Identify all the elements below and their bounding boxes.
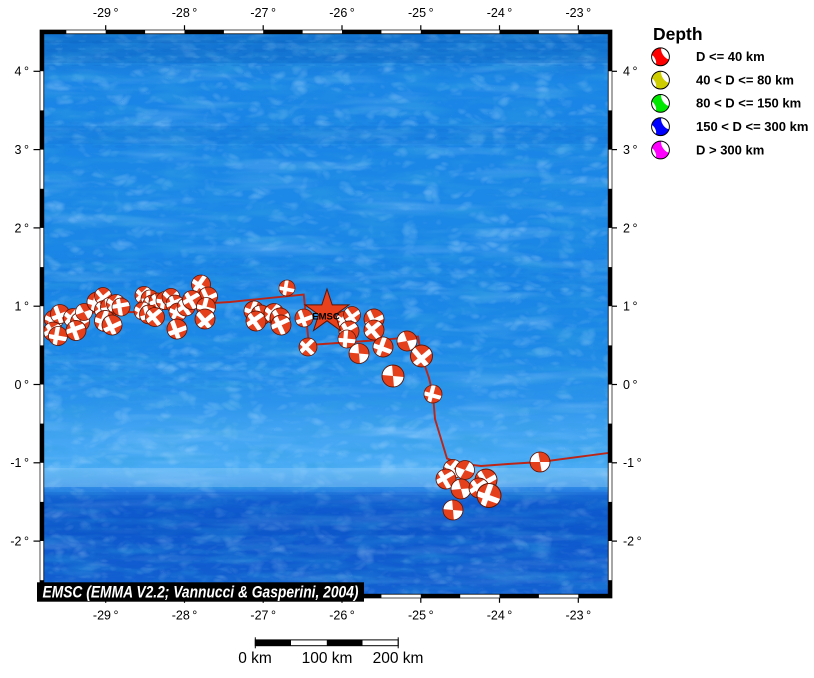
svg-text:0 °: 0 °: [623, 378, 637, 392]
svg-text:-25 °: -25 °: [408, 6, 434, 20]
svg-text:-26 °: -26 °: [329, 609, 355, 623]
svg-text:EMSC (EMMA V2.2; Vannucci & Ga: EMSC (EMMA V2.2; Vannucci & Gasperini, 2…: [43, 583, 359, 601]
svg-text:-27 °: -27 °: [250, 609, 276, 623]
svg-text:-24 °: -24 °: [487, 609, 513, 623]
svg-text:-23 °: -23 °: [566, 609, 592, 623]
svg-text:-23 °: -23 °: [566, 6, 592, 20]
svg-text:-28 °: -28 °: [172, 6, 198, 20]
svg-text:-1 °: -1 °: [10, 456, 29, 470]
svg-text:-28 °: -28 °: [172, 609, 198, 623]
svg-text:1 °: 1 °: [15, 300, 29, 314]
svg-text:0 km: 0 km: [238, 650, 272, 667]
svg-text:3 °: 3 °: [623, 143, 637, 157]
svg-text:40 < D <= 80 km: 40 < D <= 80 km: [696, 72, 794, 87]
svg-text:4 °: 4 °: [15, 65, 29, 79]
svg-text:-2 °: -2 °: [623, 535, 642, 549]
svg-text:-24 °: -24 °: [487, 6, 513, 20]
svg-text:2 °: 2 °: [15, 221, 29, 235]
svg-text:4 °: 4 °: [623, 65, 637, 79]
svg-text:80 < D <= 150 km: 80 < D <= 150 km: [696, 96, 801, 111]
svg-text:D <= 40 km: D <= 40 km: [696, 49, 765, 64]
svg-text:0 °: 0 °: [15, 378, 29, 392]
svg-text:1 °: 1 °: [623, 300, 637, 314]
svg-text:-26 °: -26 °: [329, 6, 355, 20]
svg-text:-25 °: -25 °: [408, 609, 434, 623]
svg-text:100 km: 100 km: [302, 650, 353, 667]
svg-text:EMSC: EMSC: [312, 312, 340, 323]
svg-text:-29 °: -29 °: [93, 6, 119, 20]
svg-text:2 °: 2 °: [623, 221, 637, 235]
svg-text:-2 °: -2 °: [10, 535, 29, 549]
svg-text:-1 °: -1 °: [623, 456, 642, 470]
svg-text:-27 °: -27 °: [250, 6, 276, 20]
svg-text:150 < D <= 300 km: 150 < D <= 300 km: [696, 119, 808, 134]
svg-text:-29 °: -29 °: [93, 609, 119, 623]
svg-text:200 km: 200 km: [373, 650, 424, 667]
svg-text:Depth: Depth: [653, 24, 703, 44]
svg-text:3 °: 3 °: [15, 143, 29, 157]
svg-text:D > 300 km: D > 300 km: [696, 142, 764, 157]
